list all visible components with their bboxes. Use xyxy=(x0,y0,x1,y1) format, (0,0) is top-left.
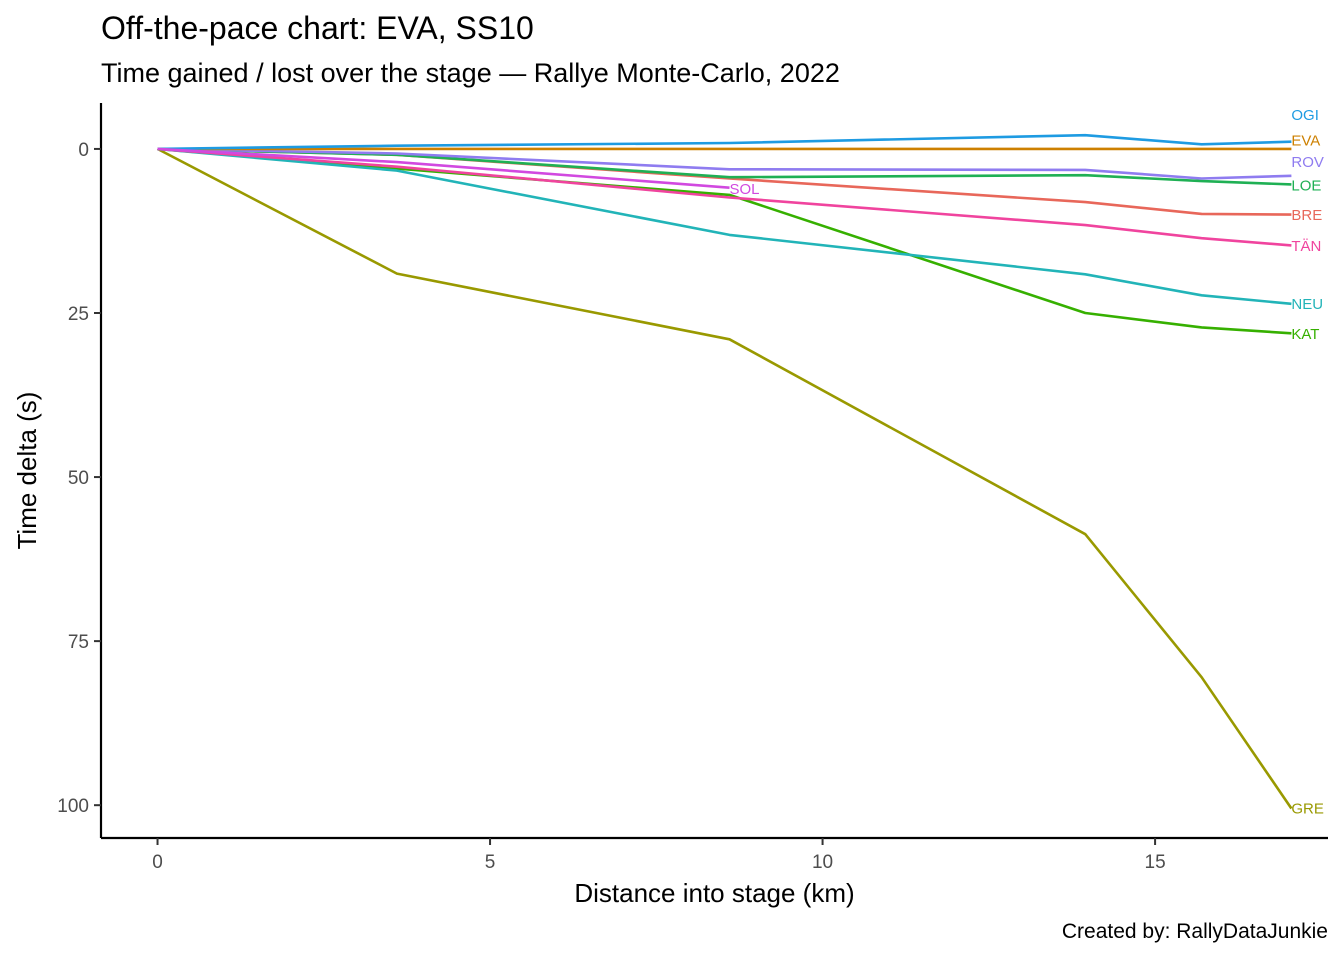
end-label-neu: NEU xyxy=(1291,296,1323,313)
y-tick-label: 0 xyxy=(78,140,89,161)
end-label-gre: GRE xyxy=(1291,801,1324,818)
chart-subtitle: Time gained / lost over the stage — Rall… xyxy=(101,58,840,88)
y-tick-label: 25 xyxy=(68,304,89,325)
series-line-sol xyxy=(157,147,730,189)
axes: 0 25 50 75 100 0 5 10 15 Distance into stage (km)… xyxy=(12,103,1328,908)
x-tick-label: 5 xyxy=(485,852,496,873)
y-axis-title: Time delta (s) xyxy=(12,392,42,550)
x-axis-title: Distance into stage (km) xyxy=(574,878,854,908)
series-end-labels: OGI EVA ROV LOE BRE TÄN NEU KAT GRE SOL xyxy=(730,107,1324,818)
end-label-bre: BRE xyxy=(1291,207,1322,224)
end-label-loe: LOE xyxy=(1291,178,1321,195)
end-label-tan: TÄN xyxy=(1291,238,1321,255)
end-label-ogi: OGI xyxy=(1291,107,1319,124)
y-tick-label: 50 xyxy=(68,468,89,489)
end-label-eva: EVA xyxy=(1291,132,1320,149)
x-tick-label: 15 xyxy=(1145,852,1166,873)
x-tick-label: 10 xyxy=(812,852,833,873)
x-tick-label: 0 xyxy=(152,852,163,873)
y-tick-label: 75 xyxy=(68,632,89,653)
series-line-gre xyxy=(156,147,1293,810)
chart-title: Off-the-pace chart: EVA, SS10 xyxy=(101,10,534,46)
series-lines xyxy=(156,133,1293,810)
end-label-rov: ROV xyxy=(1291,154,1324,171)
y-tick-label: 100 xyxy=(57,796,89,817)
caption: Created by: RallyDataJunkie xyxy=(1061,920,1328,943)
series-line-neu xyxy=(157,147,1292,306)
series-line-ogi xyxy=(157,133,1292,151)
series-line-tan xyxy=(157,147,1292,247)
end-label-kat: KAT xyxy=(1291,326,1319,343)
series-line-rov xyxy=(157,147,1292,180)
end-label-sol: SOL xyxy=(730,181,760,198)
